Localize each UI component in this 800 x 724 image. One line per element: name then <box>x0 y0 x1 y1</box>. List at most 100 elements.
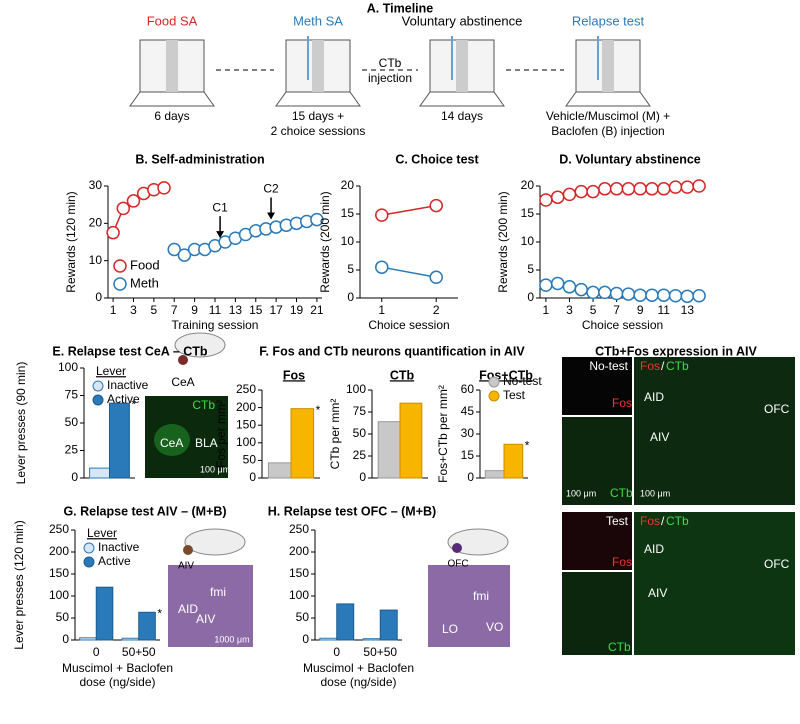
legend-label: Active <box>107 392 140 406</box>
bar <box>121 637 140 641</box>
series-line <box>381 266 437 279</box>
y-tick-label: 250 <box>289 522 309 536</box>
x-tick-label: 11 <box>209 303 222 317</box>
data-point <box>167 242 181 257</box>
legend-label: No-test <box>503 374 542 388</box>
bar <box>138 611 156 641</box>
chamber-wall <box>602 40 614 92</box>
image-label: / <box>661 359 665 373</box>
data-point <box>106 225 120 240</box>
data-point <box>539 193 553 207</box>
significance-mark: * <box>131 397 136 411</box>
y-tick-label: 150 <box>49 566 69 580</box>
y-tick-label: 15 <box>341 206 355 220</box>
y-tick-label: 5 <box>347 262 354 276</box>
y-tick-label: 0 <box>302 632 309 646</box>
data-point <box>609 286 624 301</box>
bar <box>379 609 398 641</box>
scale-bar: 100 μm <box>566 488 596 498</box>
region-label: AIV <box>178 561 194 572</box>
brain-schematic <box>447 528 509 556</box>
y-tick-label: 15 <box>521 206 535 220</box>
annotation: C2 <box>263 182 279 196</box>
brain-schematic <box>174 332 226 358</box>
y-tick-label: 0 <box>527 290 534 304</box>
data-point <box>680 180 695 194</box>
image-label: AID <box>644 542 664 556</box>
x-axis-label: Muscimol + Baclofen <box>62 661 173 675</box>
y-tick-label: 100 <box>49 588 69 602</box>
data-point <box>429 198 443 213</box>
y-tick-label: 100 <box>346 382 366 396</box>
x-tick-label: 1 <box>378 303 385 317</box>
y-tick-label: 0 <box>347 290 354 304</box>
y-tick-label: 20 <box>521 178 535 192</box>
y-tick-label: 0 <box>359 470 366 484</box>
stage-duration: Baclofen (B) injection <box>551 124 664 138</box>
x-tick-label: 7 <box>171 303 178 317</box>
y-tick-label: 50 <box>353 426 367 440</box>
legend-marker <box>92 380 104 392</box>
image-label: fmi <box>473 589 489 603</box>
image-label: CTb <box>608 640 631 654</box>
data-point <box>574 184 588 199</box>
data-point <box>574 282 588 297</box>
x-tick-label: 9 <box>191 303 198 317</box>
y-axis-label: Rewards (200 min) <box>496 191 510 292</box>
annotation-arrowhead <box>216 231 225 239</box>
data-point <box>126 194 141 208</box>
y-tick-label: 150 <box>236 417 256 431</box>
x-tick-label: 15 <box>249 303 263 317</box>
y-tick-label: 100 <box>58 360 78 374</box>
legend-marker <box>488 376 500 388</box>
data-point <box>310 212 324 227</box>
bar <box>267 462 292 479</box>
image-label: OFC <box>764 402 790 416</box>
x-tick-label: 3 <box>130 303 137 317</box>
chart-title: G. Relapse test AIV – (M+B) <box>63 504 226 518</box>
y-tick-label: 25 <box>353 448 367 462</box>
data-point <box>586 184 600 199</box>
bar <box>95 586 114 641</box>
bar <box>336 603 355 641</box>
data-point <box>645 182 659 196</box>
x-axis-label: dose (ng/side) <box>79 675 155 689</box>
data-point <box>621 182 636 196</box>
chart-title: E. Relapse test CeA – CTb <box>52 344 208 358</box>
data-point <box>609 182 624 196</box>
image-label: Fos <box>640 514 660 528</box>
micrograph <box>428 565 510 647</box>
image-label: AIV <box>650 430 669 444</box>
image-label: CTb <box>192 398 215 412</box>
y-tick-label: 0 <box>467 470 474 484</box>
x-tick-label: 2 <box>433 303 440 317</box>
image-label: Fos <box>612 555 632 569</box>
x-tick-label: 21 <box>310 303 324 317</box>
group-label: No-test <box>589 359 628 373</box>
stage-name: Meth SA <box>293 13 343 28</box>
bar <box>89 467 110 479</box>
aiv-no-test: No-test Fos CTb 100 μm Fos / CTb AID AIV… <box>562 357 795 505</box>
y-axis-label: Rewards (120 min) <box>64 191 78 292</box>
legend-label: Active <box>98 554 131 568</box>
y-tick-label: 10 <box>341 234 355 248</box>
image-label: BLA <box>195 436 218 450</box>
data-point <box>116 201 131 216</box>
image-label: AID <box>644 390 664 404</box>
chamber-floor <box>419 91 505 107</box>
image-label: CeA <box>160 436 183 450</box>
significance-mark: * <box>525 438 530 452</box>
data-point <box>375 260 389 274</box>
micrograph <box>634 512 795 655</box>
series-line <box>381 204 437 216</box>
chamber-wall <box>166 40 178 92</box>
significance-mark: * <box>157 606 162 620</box>
y-axis-label: Lever presses (120 min) <box>12 520 26 649</box>
aiv-test: Test Fos CTb Fos / CTb AID AIV OFC <box>562 512 795 655</box>
data-point <box>562 280 577 294</box>
y-tick-label: 250 <box>236 382 256 396</box>
annotation-arrowhead <box>267 212 276 220</box>
chart-title: CTb <box>390 368 415 382</box>
image-label: Fos <box>640 359 660 373</box>
transition-label: CTb <box>379 56 402 70</box>
